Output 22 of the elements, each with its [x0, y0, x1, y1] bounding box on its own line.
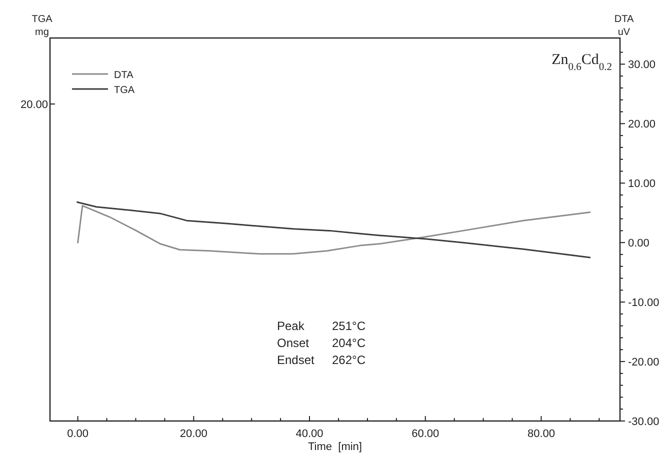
x-tick-label: 40.00	[296, 428, 324, 440]
legend-label: TGA	[114, 85, 135, 96]
y2-tick-label: 10.00	[628, 178, 656, 190]
x-tick-label: 20.00	[180, 428, 208, 440]
text: Zn$_{0.6}$Cd$_{0.2}$	[552, 52, 612, 72]
y2-tick-label: -20.00	[628, 356, 660, 369]
y2-tick-label: -30.00	[628, 416, 660, 428]
text: Endset 262°C	[277, 353, 366, 367]
x-axis-title: Time [min]	[308, 441, 362, 453]
y2-tick-label: 20.00	[628, 118, 656, 131]
y2-tick-label: 0.00	[628, 238, 650, 250]
y2-axis-title: DTA uV	[614, 14, 634, 38]
x-tick-label: 0.00	[67, 428, 89, 440]
x-tick-label: 80.00	[527, 428, 555, 440]
y-axis-title: TGA mg	[32, 14, 53, 38]
text: Onset 204°C	[277, 336, 366, 350]
text: Peak 251°C	[277, 319, 366, 333]
y2-tick-label: 30.00	[628, 59, 656, 72]
y2-tick-label: -10.00	[628, 297, 660, 310]
legend-label: DTA	[114, 70, 134, 81]
text: 20.00	[20, 99, 48, 111]
x-tick-label: 60.00	[412, 428, 440, 440]
